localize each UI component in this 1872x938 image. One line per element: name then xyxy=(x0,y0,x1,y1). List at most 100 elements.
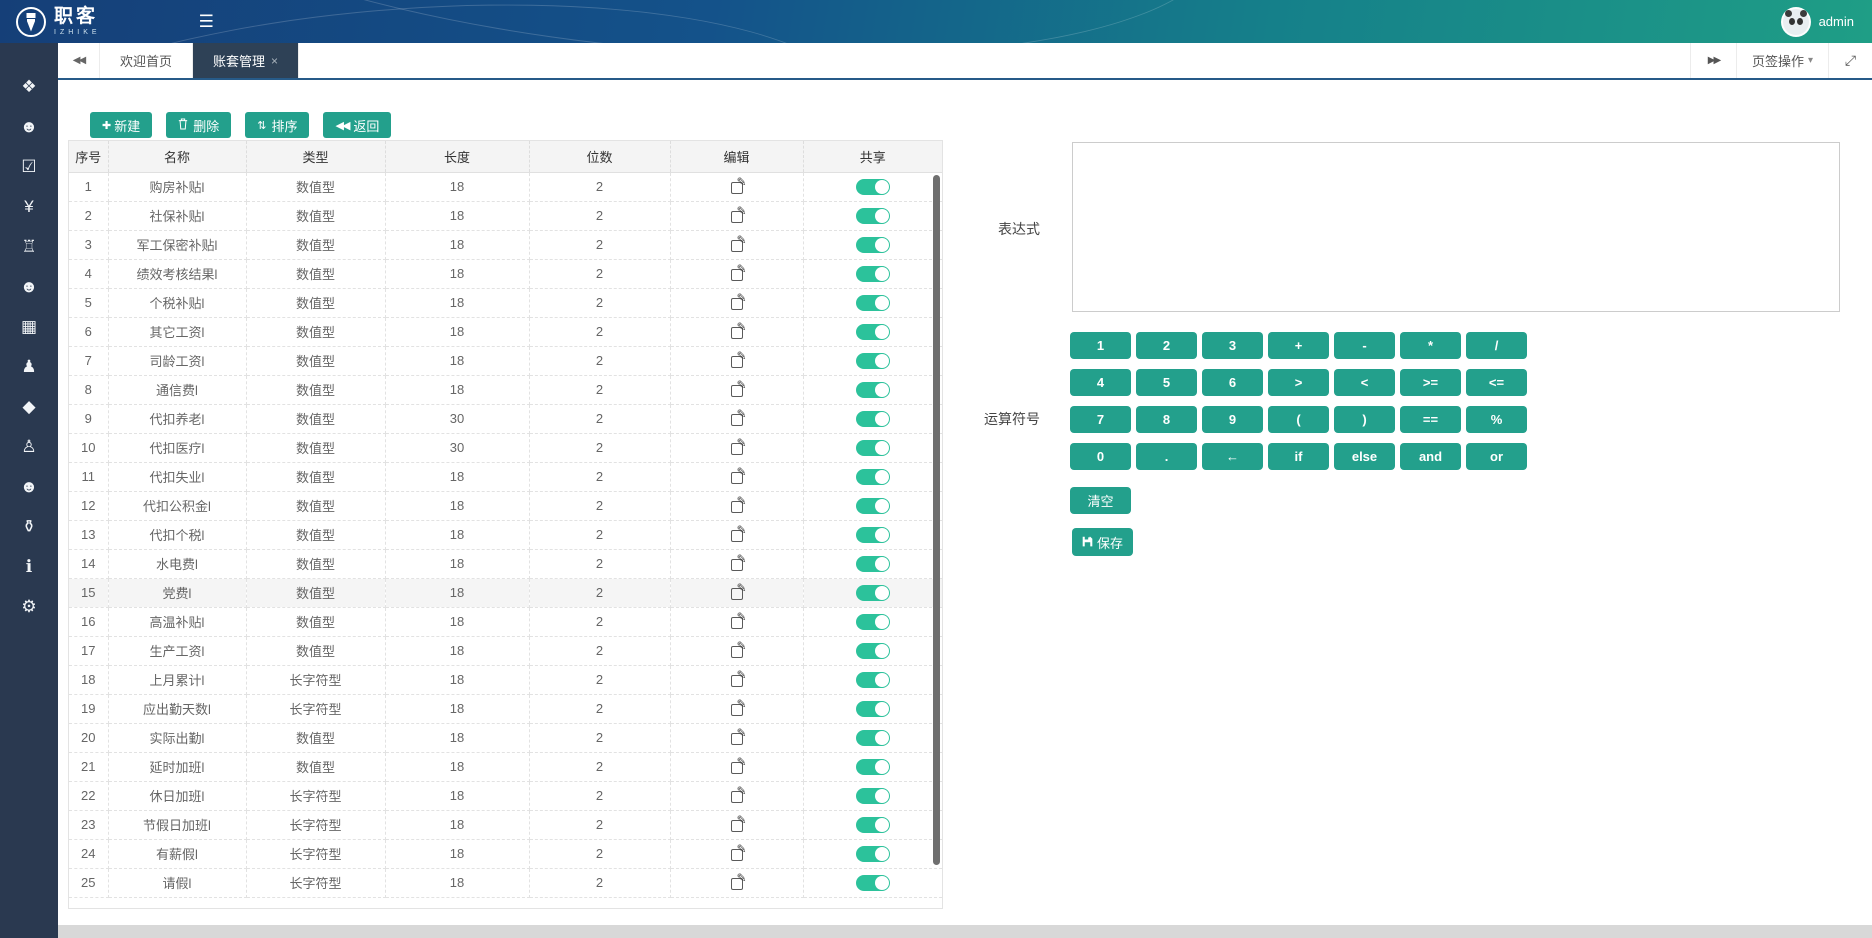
table-row[interactable]: 4 绩效考核结果l 数值型 18 2 xyxy=(69,259,942,289)
tab-account-management[interactable]: 账套管理 × xyxy=(193,43,300,78)
edit-icon[interactable] xyxy=(730,558,743,571)
op-button->=[interactable]: >= xyxy=(1400,369,1461,396)
table-row[interactable]: 15 党费l 数值型 18 2 xyxy=(69,578,942,608)
table-row[interactable]: 20 实际出勤l 数值型 18 2 xyxy=(69,723,942,753)
edit-icon[interactable] xyxy=(730,877,743,890)
share-toggle[interactable] xyxy=(855,671,890,688)
table-row[interactable]: 25 请假l 长字符型 18 2 xyxy=(69,868,942,898)
op-button-+[interactable]: + xyxy=(1268,332,1329,359)
op-button-<[interactable]: < xyxy=(1334,369,1395,396)
share-toggle[interactable] xyxy=(855,526,890,543)
op-button-.[interactable]: . xyxy=(1136,443,1197,470)
op-button-2[interactable]: 2 xyxy=(1136,332,1197,359)
table-row[interactable]: 18 上月累计l 长字符型 18 2 xyxy=(69,665,942,695)
table-row[interactable]: 6 其它工资l 数值型 18 2 xyxy=(69,317,942,347)
clear-button[interactable]: 清空 xyxy=(1070,487,1131,514)
share-toggle[interactable] xyxy=(855,352,890,369)
share-toggle[interactable] xyxy=(855,410,890,427)
edit-icon[interactable] xyxy=(730,645,743,658)
share-toggle[interactable] xyxy=(855,613,890,630)
edit-icon[interactable] xyxy=(730,500,743,513)
user-avatar[interactable] xyxy=(1780,6,1811,37)
edit-icon[interactable] xyxy=(730,297,743,310)
table-row[interactable]: 22 休日加班l 长字符型 18 2 xyxy=(69,781,942,811)
expression-textarea[interactable] xyxy=(1072,142,1840,312)
yuan-icon[interactable]: ¥ xyxy=(24,197,34,216)
share-toggle[interactable] xyxy=(855,700,890,717)
op-button-8[interactable]: 8 xyxy=(1136,406,1197,433)
tabs-scroll-right-button[interactable]: ▶▶ xyxy=(1690,43,1736,78)
trophy-icon[interactable]: ⚱ xyxy=(21,517,37,536)
edit-icon[interactable] xyxy=(730,674,743,687)
op-button-<=[interactable]: <= xyxy=(1466,369,1527,396)
users-group-icon[interactable]: ☻ xyxy=(20,117,38,136)
share-toggle[interactable] xyxy=(855,555,890,572)
op-button-or[interactable]: or xyxy=(1466,443,1527,470)
edit-icon[interactable] xyxy=(730,587,743,600)
op-button->[interactable]: > xyxy=(1268,369,1329,396)
user-icon[interactable]: ☻ xyxy=(20,477,38,496)
tabs-scroll-left-button[interactable]: ◀◀ xyxy=(58,43,100,78)
edit-icon[interactable] xyxy=(730,181,743,194)
bank-icon[interactable]: ♖ xyxy=(21,237,37,256)
edit-icon[interactable] xyxy=(730,239,743,252)
table-row[interactable]: 7 司龄工资l 数值型 18 2 xyxy=(69,346,942,376)
op-button-([interactable]: ( xyxy=(1268,406,1329,433)
graduation-cap-icon[interactable]: ◆ xyxy=(22,397,36,416)
op-button--[interactable]: - xyxy=(1334,332,1395,359)
edit-icon[interactable] xyxy=(730,703,743,716)
table-row[interactable]: 2 社保补贴l 数值型 18 2 xyxy=(69,201,942,231)
share-toggle[interactable] xyxy=(855,729,890,746)
op-button-5[interactable]: 5 xyxy=(1136,369,1197,396)
table-row[interactable]: 13 代扣个税l 数值型 18 2 xyxy=(69,520,942,550)
table-row[interactable]: 16 高温补贴l 数值型 18 2 xyxy=(69,607,942,637)
edit-icon[interactable] xyxy=(730,819,743,832)
table-row[interactable]: 21 延时加班l 数值型 18 2 xyxy=(69,752,942,782)
share-toggle[interactable] xyxy=(855,758,890,775)
check-square-icon[interactable]: ☑ xyxy=(21,157,37,176)
edit-icon[interactable] xyxy=(730,732,743,745)
table-row[interactable]: 10 代扣医疗l 数值型 30 2 xyxy=(69,433,942,463)
tab-close-icon[interactable]: × xyxy=(271,53,279,68)
op-button-0[interactable]: 0 xyxy=(1070,443,1131,470)
edit-icon[interactable] xyxy=(730,790,743,803)
share-toggle[interactable] xyxy=(855,439,890,456)
share-toggle[interactable] xyxy=(855,497,890,514)
edit-icon[interactable] xyxy=(730,384,743,397)
new-button[interactable]: ✚ 新建 xyxy=(90,112,153,138)
table-row[interactable]: 19 应出勤天数l 长字符型 18 2 xyxy=(69,694,942,724)
edit-icon[interactable] xyxy=(730,471,743,484)
edit-icon[interactable] xyxy=(730,268,743,281)
op-button-and[interactable]: and xyxy=(1400,443,1461,470)
op-button-7[interactable]: 7 xyxy=(1070,406,1131,433)
tab-operations-dropdown[interactable]: 页签操作 ▾ xyxy=(1736,43,1828,78)
fullscreen-toggle-icon[interactable]: ⤢ xyxy=(1828,43,1872,78)
op-button-9[interactable]: 9 xyxy=(1202,406,1263,433)
share-toggle[interactable] xyxy=(855,468,890,485)
sort-button[interactable]: ⇅ 排序 xyxy=(245,112,310,138)
share-toggle[interactable] xyxy=(855,265,890,282)
share-toggle[interactable] xyxy=(855,787,890,804)
table-row[interactable]: 17 生产工资l 数值型 18 2 xyxy=(69,636,942,666)
share-toggle[interactable] xyxy=(855,874,890,891)
op-button-if[interactable]: if xyxy=(1268,443,1329,470)
table-row[interactable]: 3 军工保密补贴l 数值型 18 2 xyxy=(69,230,942,260)
share-toggle[interactable] xyxy=(855,294,890,311)
op-button-3[interactable]: 3 xyxy=(1202,332,1263,359)
street-view-icon[interactable]: ♟ xyxy=(21,357,37,376)
table-scrollbar[interactable] xyxy=(933,175,940,865)
delete-button[interactable]: 删除 xyxy=(166,112,232,138)
share-toggle[interactable] xyxy=(855,816,890,833)
table-row[interactable]: 24 有薪假l 长字符型 18 2 xyxy=(69,839,942,869)
share-toggle[interactable] xyxy=(855,323,890,340)
op-button-1[interactable]: 1 xyxy=(1070,332,1131,359)
tab-welcome[interactable]: 欢迎首页 xyxy=(100,43,194,78)
share-toggle[interactable] xyxy=(855,845,890,862)
table-row[interactable]: 11 代扣失业l 数值型 18 2 xyxy=(69,462,942,492)
table-row[interactable]: 14 水电费l 数值型 18 2 xyxy=(69,549,942,579)
edit-icon[interactable] xyxy=(730,355,743,368)
share-toggle[interactable] xyxy=(855,584,890,601)
op-button-4[interactable]: 4 xyxy=(1070,369,1131,396)
share-toggle[interactable] xyxy=(855,236,890,253)
edit-icon[interactable] xyxy=(730,210,743,223)
